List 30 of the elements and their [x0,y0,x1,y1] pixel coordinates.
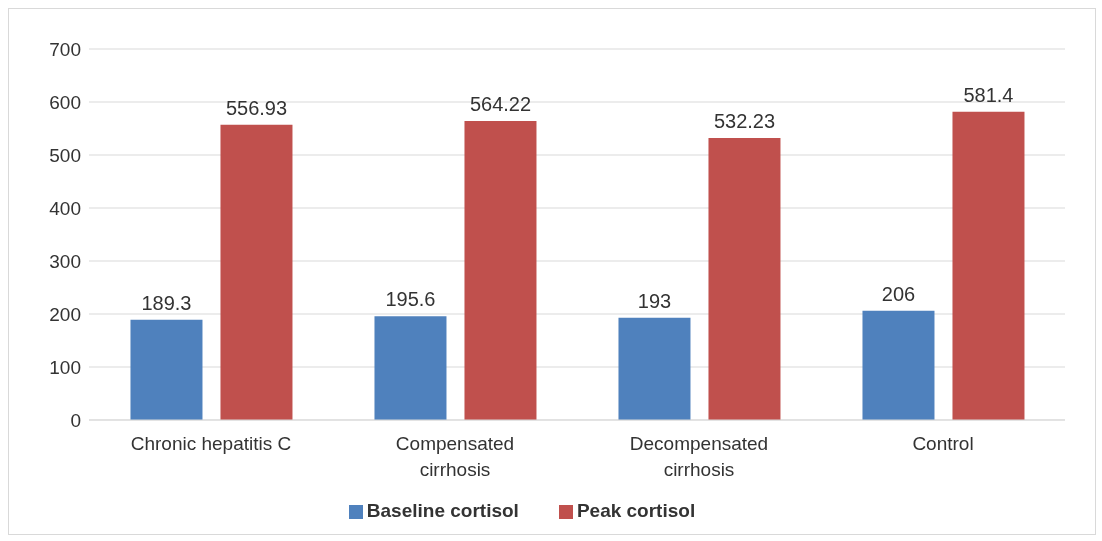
data-label: 189.3 [141,291,192,314]
bar [708,137,781,420]
y-tick-label: 200 [49,303,81,325]
x-tick-label: Control [912,433,974,454]
y-tick-label: 0 [70,409,81,431]
data-label: 206 [881,282,916,305]
bar [952,111,1025,420]
data-label: 564.22 [469,92,532,115]
bar [618,317,691,420]
x-tick-label: Decompensated cirrhosis [629,433,769,480]
bar [464,120,537,420]
data-label: 195.6 [385,288,436,311]
x-tick-label: Compensated cirrhosis [395,433,515,480]
legend-label: Peak cortisol [576,500,696,521]
y-tick-label: 700 [49,38,81,60]
y-tick-label: 400 [49,197,81,219]
data-label: 556.93 [225,96,288,119]
bar [374,316,447,420]
bar [220,124,293,420]
y-tick-label: 600 [49,91,81,113]
data-label: 532.23 [713,109,776,132]
y-tick-label: 500 [49,144,81,166]
y-tick-label: 100 [49,356,81,378]
data-label: 193 [637,289,672,312]
bar [862,310,935,420]
bar [130,319,203,420]
data-label: 581.4 [963,83,1014,106]
x-tick-label: Chronic hepatitis C [130,433,292,454]
legend-label: Baseline cortisol [366,500,519,521]
y-tick-label: 300 [49,250,81,272]
